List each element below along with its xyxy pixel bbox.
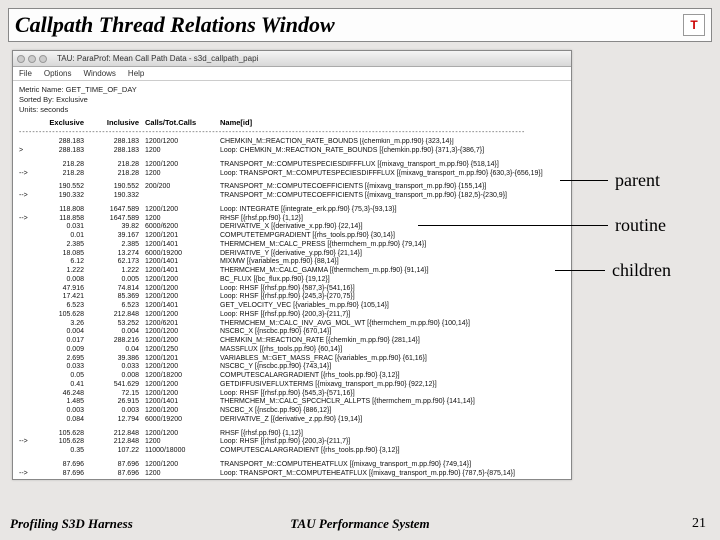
- table-row: 18.08513.2746000/19200DERIVATIVE_Y [{der…: [19, 250, 565, 259]
- table-row: 87.69687.6961200/1200TRANSPORT_M::COMPUT…: [19, 461, 565, 470]
- table-row: -->190.332190.332TRANSPORT_M::COMPUTECOE…: [19, 192, 565, 201]
- table-row: -->118.8581647.5891200RHSF [{rhsf.pp.f90…: [19, 215, 565, 224]
- table-row: 0.017288.2161200/1200CHEMKIN_M::REACTION…: [19, 337, 565, 346]
- menu-windows[interactable]: Windows: [83, 69, 115, 78]
- table-row: 288.183288.1831200/1200CHEMKIN_M::REACTI…: [19, 138, 565, 147]
- data-rows: 288.183288.1831200/1200CHEMKIN_M::REACTI…: [13, 138, 571, 478]
- table-row: 3.2653.2521200/6201THERMCHEM_M::CALC_INV…: [19, 320, 565, 329]
- metric-name: Metric Name: GET_TIME_OF_DAY: [19, 85, 565, 95]
- separator: ----------------------------------------…: [19, 129, 565, 136]
- table-row: 1.48526.9151200/1401THERMCHEM_M::CALC_SP…: [19, 398, 565, 407]
- menubar: File Options Windows Help: [13, 67, 571, 81]
- slide-title-bar: Callpath Thread Relations Window T: [8, 8, 712, 42]
- table-row: 2.69539.3861200/1201VARIABLES_M::GET_MAS…: [19, 355, 565, 364]
- table-row: 0.0330.0331200/1200NSCBC_Y [{nscbc.pp.f9…: [19, 363, 565, 372]
- table-row: -->105.628212.8481200Loop: RHSF [{rhsf.p…: [19, 438, 565, 447]
- sorted-by: Sorted By: Exclusive: [19, 95, 565, 105]
- column-headers: Exclusive Inclusive Calls/Tot.Calls Name…: [13, 116, 571, 127]
- close-icon[interactable]: [17, 55, 25, 63]
- table-row: 0.35107.2211000/18000COMPUTESCALARGRADIE…: [19, 447, 565, 456]
- paraprof-window: TAU: ParaProf: Mean Call Path Data - s3d…: [12, 50, 572, 480]
- table-row: 2.3852.3851200/1401THERMCHEM_M::CALC_PRE…: [19, 241, 565, 250]
- hdr-name: Name[id]: [220, 118, 565, 127]
- table-row: 118.8081647.5891200/1200Loop: INTEGRATE …: [19, 206, 565, 215]
- minimize-icon[interactable]: [28, 55, 36, 63]
- table-row: >288.183288.1831200Loop: CHEMKIN_M::REAC…: [19, 147, 565, 156]
- table-row: 17.42185.3691200/1200Loop: RHSF [{rhsf.p…: [19, 293, 565, 302]
- table-row: 0.050.0081200/18200COMPUTESCALARGRADIENT…: [19, 372, 565, 381]
- meta-block: Metric Name: GET_TIME_OF_DAY Sorted By: …: [13, 81, 571, 116]
- table-row: -->218.28218.281200Loop: TRANSPORT_M::CO…: [19, 170, 565, 179]
- units: Units: seconds: [19, 105, 565, 115]
- table-row: 0.41541.6291200/1200GETDIFFUSIVEFLUXTERM…: [19, 381, 565, 390]
- table-row: 0.0040.0041200/1200NSCBC_X [{nscbc.pp.f9…: [19, 328, 565, 337]
- zoom-icon[interactable]: [39, 55, 47, 63]
- annot-children: children: [612, 260, 671, 281]
- menu-options[interactable]: Options: [44, 69, 72, 78]
- window-title: TAU: ParaProf: Mean Call Path Data - s3d…: [57, 54, 258, 63]
- table-row: 1.2221.2221200/1401THERMCHEM_M::CALC_GAM…: [19, 267, 565, 276]
- slide-title: Callpath Thread Relations Window: [15, 12, 335, 38]
- table-row: 0.0139.1671200/1201COMPUTETEMPGRADIENT […: [19, 232, 565, 241]
- footer-center: TAU Performance System: [0, 516, 720, 532]
- table-row: 190.552190.552200/200TRANSPORT_M::COMPUT…: [19, 183, 565, 192]
- annot-routine: routine: [615, 215, 666, 236]
- window-titlebar: TAU: ParaProf: Mean Call Path Data - s3d…: [13, 51, 571, 67]
- table-row: 0.0030.0031200/1200NSCBC_X [{nscbc.pp.f9…: [19, 407, 565, 416]
- table-row: 105.628212.8481200/1200Loop: RHSF [{rhsf…: [19, 311, 565, 320]
- table-row: 46.24872.151200/1200Loop: RHSF [{rhsf.pp…: [19, 390, 565, 399]
- table-row: 218.28218.281200/1200TRANSPORT_M::COMPUT…: [19, 161, 565, 170]
- table-row: 0.0090.041200/1250MASSFLUX [{rhs_tools.p…: [19, 346, 565, 355]
- table-row: -->87.69687.6961200Loop: TRANSPORT_M::CO…: [19, 470, 565, 479]
- hdr-inclusive: Inclusive: [90, 118, 145, 127]
- table-row: 105.628212.8481200/1200RHSF [{rhsf.pp.f9…: [19, 430, 565, 439]
- menu-file[interactable]: File: [19, 69, 32, 78]
- table-row: 6.1262.1731200/1401MIXMW [{variables_m.p…: [19, 258, 565, 267]
- table-row: 47.91674.8141200/1200Loop: RHSF [{rhsf.p…: [19, 285, 565, 294]
- table-row: 6.5236.5231200/1401GET_VELOCITY_VEC [{va…: [19, 302, 565, 311]
- table-row: 0.08412.7946000/19200DERIVATIVE_Z [{deri…: [19, 416, 565, 425]
- hdr-calls: Calls/Tot.Calls: [145, 118, 220, 127]
- menu-help[interactable]: Help: [128, 69, 144, 78]
- hdr-exclusive: Exclusive: [35, 118, 90, 127]
- tau-logo: T: [683, 14, 705, 36]
- table-row: 0.0080.0051200/1200BC_FLUX [{bc_flux.pp.…: [19, 276, 565, 285]
- footer-right: 21: [692, 516, 706, 532]
- window-controls[interactable]: [17, 55, 47, 63]
- annot-parent: parent: [615, 170, 660, 191]
